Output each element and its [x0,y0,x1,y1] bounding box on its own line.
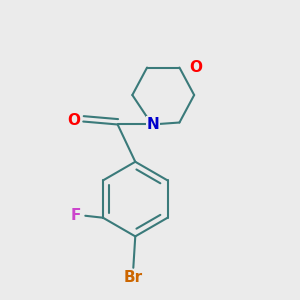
Text: Br: Br [124,270,143,285]
Text: O: O [67,113,80,128]
Text: O: O [190,60,202,75]
Text: N: N [147,117,159,132]
Text: F: F [70,208,81,223]
